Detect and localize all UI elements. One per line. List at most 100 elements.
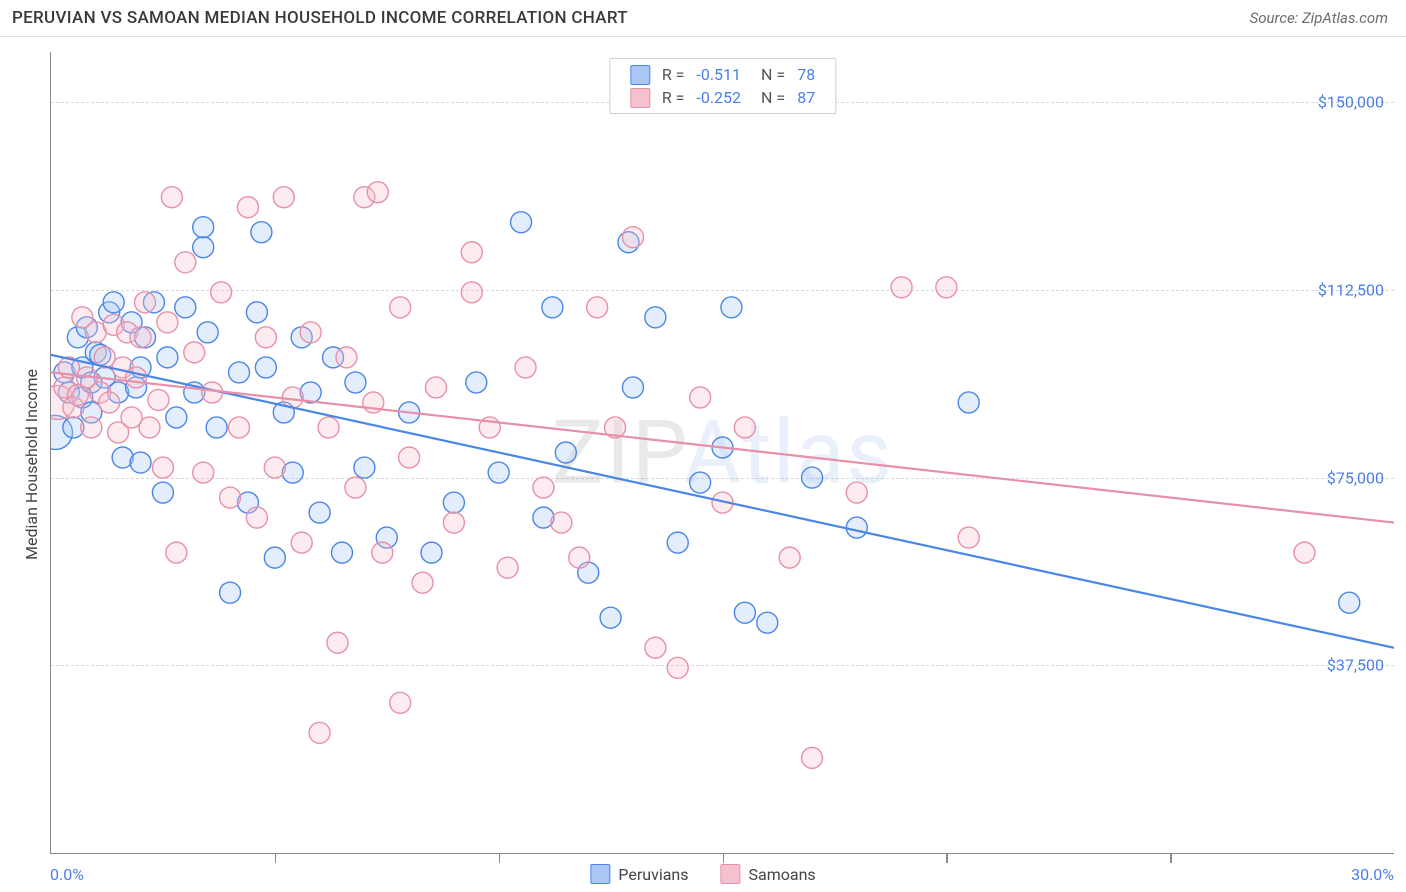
data-point [300, 322, 321, 343]
data-point [336, 347, 357, 368]
data-point [461, 282, 482, 303]
data-point [161, 187, 182, 208]
chart-source: Source: ZipAtlas.com [1250, 9, 1388, 27]
data-point [721, 297, 742, 318]
x-min-label: 0.0% [50, 865, 84, 884]
data-point [667, 657, 688, 678]
data-point [757, 612, 778, 633]
data-point [734, 417, 755, 438]
data-point [255, 357, 276, 378]
data-point [166, 407, 187, 428]
data-point [193, 462, 214, 483]
data-point [551, 512, 572, 533]
data-point [690, 472, 711, 493]
data-point [246, 507, 267, 528]
plot-wrap: ZIPAtlas R = -0.511 N = 78 R = -0.252 [50, 52, 1394, 854]
data-point [220, 582, 241, 603]
data-point [175, 252, 196, 273]
data-point [497, 557, 518, 578]
data-point [461, 242, 482, 263]
data-point [130, 327, 151, 348]
x-max-label: 30.0% [1351, 865, 1394, 884]
data-point [264, 457, 285, 478]
data-point [533, 477, 554, 498]
chart-header: PERUVIAN VS SAMOAN MEDIAN HOUSEHOLD INCO… [0, 0, 1406, 37]
data-point [166, 542, 187, 563]
data-point [175, 297, 196, 318]
data-point [421, 542, 442, 563]
x-tick [499, 853, 501, 863]
legend-item-peruvians: Peruvians [590, 864, 688, 884]
stats-row-samoans: R = -0.252 N = 87 [624, 86, 821, 109]
data-point [103, 292, 124, 313]
data-point [291, 532, 312, 553]
swatch-peruvians [630, 65, 650, 85]
data-point [488, 462, 509, 483]
data-point [958, 392, 979, 413]
data-point [251, 222, 272, 243]
data-point [345, 477, 366, 498]
data-point [936, 277, 957, 298]
data-point [390, 692, 411, 713]
data-point [309, 722, 330, 743]
data-point [152, 457, 173, 478]
data-point [157, 347, 178, 368]
data-point [157, 312, 178, 333]
data-point [354, 457, 375, 478]
data-point [273, 187, 294, 208]
data-point [193, 237, 214, 258]
data-point [443, 492, 464, 513]
x-tick [1170, 853, 1172, 863]
data-point [622, 377, 643, 398]
data-point [367, 182, 388, 203]
data-point [779, 547, 800, 568]
data-point [148, 389, 169, 410]
legend-item-samoans: Samoans [721, 864, 816, 884]
data-point [846, 517, 867, 538]
y-axis-label: Median Household Income [22, 369, 41, 560]
x-tick [275, 853, 277, 863]
data-point [587, 297, 608, 318]
data-point [622, 227, 643, 248]
data-point [958, 527, 979, 548]
data-point [1294, 542, 1315, 563]
stats-legend: R = -0.511 N = 78 R = -0.252 N = 87 [609, 58, 836, 114]
data-point [126, 367, 147, 388]
stats-row-peruvians: R = -0.511 N = 78 [624, 63, 821, 86]
data-point [264, 547, 285, 568]
data-point [399, 447, 420, 468]
swatch-samoans [630, 88, 650, 108]
data-point [229, 362, 250, 383]
data-point [372, 542, 393, 563]
data-point [282, 387, 303, 408]
data-point [515, 357, 536, 378]
data-point [135, 292, 156, 313]
data-point [466, 372, 487, 393]
data-point [412, 572, 433, 593]
data-point [555, 442, 576, 463]
data-point [229, 417, 250, 438]
data-point [152, 482, 173, 503]
chart-container: PERUVIAN VS SAMOAN MEDIAN HOUSEHOLD INCO… [0, 0, 1406, 892]
data-point [425, 377, 446, 398]
data-point [220, 487, 241, 508]
data-point [99, 392, 120, 413]
data-point [345, 372, 366, 393]
data-point [327, 632, 348, 653]
data-point [318, 417, 339, 438]
data-point [246, 302, 267, 323]
x-tick [946, 853, 948, 863]
data-point [569, 547, 590, 568]
data-point [645, 637, 666, 658]
scatter-svg [51, 52, 1394, 853]
data-point [184, 342, 205, 363]
data-point [81, 417, 102, 438]
data-point [600, 607, 621, 628]
swatch-icon [590, 864, 610, 884]
data-point [1339, 592, 1360, 613]
data-point [197, 322, 218, 343]
data-point [255, 327, 276, 348]
data-point [390, 297, 411, 318]
data-point [443, 512, 464, 533]
data-point [331, 542, 352, 563]
